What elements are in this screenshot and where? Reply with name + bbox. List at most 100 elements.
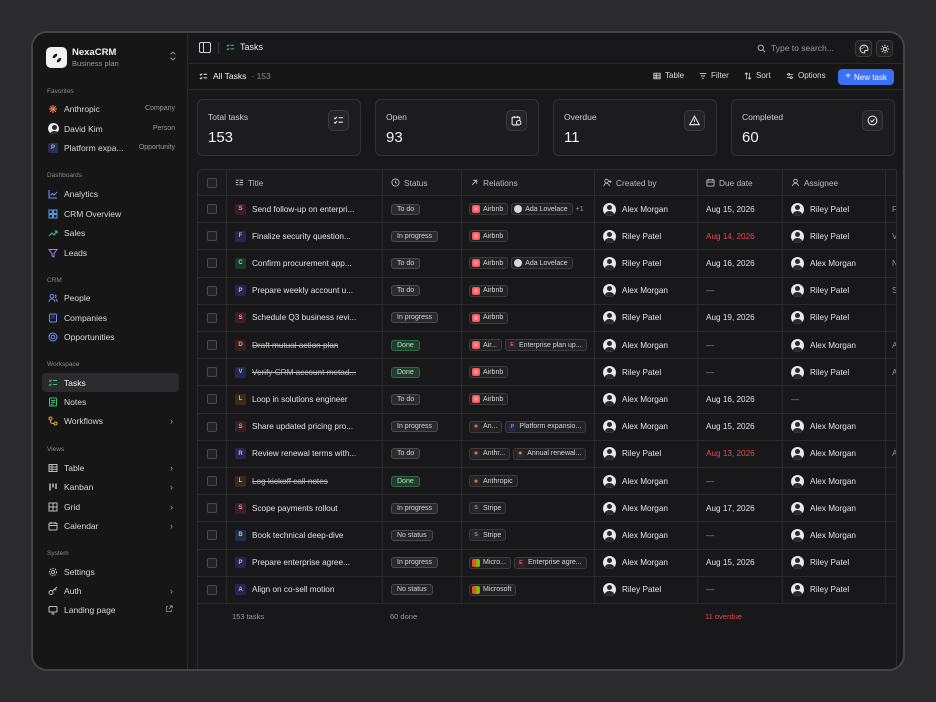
relations-cell[interactable]: ◎ Airbnb (462, 304, 595, 331)
due-date-cell[interactable]: Aug 15, 2026 (698, 196, 783, 223)
status-cell[interactable]: Done (383, 468, 462, 495)
column-status[interactable]: Status (383, 170, 462, 195)
due-date-cell[interactable]: — (698, 576, 783, 603)
title-cell[interactable]: S Schedule Q3 business revi... (227, 304, 383, 331)
extra-cell[interactable]: F (886, 196, 896, 222)
relation-chip[interactable]: ◎ Airbnb (469, 203, 509, 216)
row-checkbox[interactable] (198, 304, 227, 331)
extra-cell[interactable] (886, 550, 896, 576)
row-checkbox[interactable] (198, 576, 227, 603)
title-cell[interactable]: V Verify CRM account metad... (227, 359, 383, 386)
table-row[interactable]: C Confirm procurement app... To do ◎ Airbnb A… (198, 250, 896, 278)
extra-cell[interactable]: V (886, 223, 896, 249)
relation-chip[interactable]: Ada Lovelace (511, 257, 573, 270)
relation-chip[interactable]: Microsoft (469, 583, 517, 596)
table-row[interactable]: L Log kickoff call notes Done ● Anthropic Ale… (198, 468, 896, 496)
row-checkbox[interactable] (198, 196, 227, 223)
assignee-cell[interactable]: Riley Patel (783, 549, 886, 576)
due-date-cell[interactable]: Aug 19, 2026 (698, 304, 783, 331)
assignee-cell[interactable]: Alex Morgan (783, 468, 886, 495)
title-cell[interactable]: R Review renewal terms with... (227, 440, 383, 467)
relation-chip[interactable]: ◎ Airbnb (469, 393, 509, 406)
sidebar-item-analytics[interactable]: Analytics (42, 184, 179, 203)
table-row[interactable]: A Align on co-sell motion No status Microso… (198, 576, 896, 604)
relation-chip[interactable]: Micro... (469, 556, 511, 569)
title-cell[interactable]: L Loop in solutions engineer (227, 386, 383, 413)
relation-chip[interactable]: Ada Lovelace (511, 203, 573, 216)
extra-cell[interactable] (886, 305, 896, 331)
column-created-by[interactable]: Created by (595, 170, 698, 195)
assignee-cell[interactable]: — (783, 386, 886, 413)
relation-chip[interactable]: S Stripe (469, 502, 507, 515)
table-row[interactable]: B Book technical deep-dive No status S Strip… (198, 522, 896, 550)
extra-cell[interactable] (886, 522, 896, 548)
assignee-cell[interactable]: Riley Patel (783, 196, 886, 223)
title-cell[interactable]: S Send follow-up on enterpri... (227, 196, 383, 223)
created-by-cell[interactable]: Riley Patel (595, 223, 698, 250)
assignee-cell[interactable]: Alex Morgan (783, 332, 886, 359)
relations-cell[interactable]: ● Anthropic (462, 468, 595, 495)
status-cell[interactable]: In progress (383, 223, 462, 250)
column-assignee[interactable]: Assignee (783, 170, 886, 195)
extra-cell[interactable] (886, 495, 896, 521)
due-date-cell[interactable]: Aug 16, 2026 (698, 386, 783, 413)
relations-cell[interactable]: ◎ Air... E Enterprise plan up... (462, 332, 595, 359)
due-date-cell[interactable]: — (698, 277, 783, 304)
sidebar-item-people[interactable]: People (42, 288, 179, 307)
relation-more[interactable]: +1 (575, 205, 584, 213)
relation-chip[interactable]: S Stripe (469, 529, 507, 542)
row-checkbox[interactable] (198, 332, 227, 359)
row-checkbox[interactable] (198, 495, 227, 522)
column-relations[interactable]: Relations (462, 170, 595, 195)
created-by-cell[interactable]: Alex Morgan (595, 386, 698, 413)
relation-chip[interactable]: ● An... (469, 420, 503, 433)
status-cell[interactable]: In progress (383, 495, 462, 522)
assignee-cell[interactable]: Alex Morgan (783, 250, 886, 277)
status-cell[interactable]: Done (383, 359, 462, 386)
sidebar-item-auth[interactable]: Auth › (42, 581, 179, 600)
assignee-cell[interactable]: Riley Patel (783, 277, 886, 304)
created-by-cell[interactable]: Riley Patel (595, 359, 698, 386)
relation-chip[interactable]: ● Anthropic (469, 475, 518, 488)
relation-chip[interactable]: ◎ Airbnb (469, 366, 509, 379)
column-extra[interactable] (886, 170, 896, 195)
due-date-cell[interactable]: Aug 13, 2026 (698, 440, 783, 467)
status-cell[interactable]: To do (383, 277, 462, 304)
search-input[interactable]: Type to search... (757, 40, 842, 56)
sidebar-item-calendar[interactable]: Calendar › (42, 516, 179, 535)
sidebar-item-workflows[interactable]: Workflows › (42, 411, 179, 430)
extra-cell[interactable]: N (886, 250, 896, 276)
filter-button[interactable]: Filter (699, 71, 729, 80)
sidebar-item-opportunities[interactable]: Opportunities (42, 327, 179, 346)
relations-cell[interactable]: Microsoft (462, 576, 595, 603)
relation-chip[interactable]: ◎ Airbnb (469, 311, 509, 324)
table-row[interactable]: R Review renewal terms with... To do ● Anthr… (198, 440, 896, 468)
table-row[interactable]: D Draft mutual action plan Done ◎ Air... E Ent… (198, 332, 896, 360)
due-date-cell[interactable]: — (698, 332, 783, 359)
row-checkbox[interactable] (198, 359, 227, 386)
title-cell[interactable]: S Scope payments rollout (227, 495, 383, 522)
status-cell[interactable]: No status (383, 522, 462, 549)
title-cell[interactable]: L Log kickoff call notes (227, 468, 383, 495)
created-by-cell[interactable]: Alex Morgan (595, 196, 698, 223)
relations-cell[interactable]: ◎ Airbnb Ada Lovelace (462, 250, 595, 277)
relation-chip[interactable]: P Platform expansio... (505, 420, 587, 433)
sidebar-toggle-icon[interactable] (199, 42, 211, 53)
sort-button[interactable]: Sort (744, 71, 771, 80)
table-row[interactable]: S Send follow-up on enterpri... To do ◎ Airb… (198, 196, 896, 224)
column-due-date[interactable]: Due date (698, 170, 783, 195)
assignee-cell[interactable]: Alex Morgan (783, 440, 886, 467)
sidebar-item-sales[interactable]: Sales (42, 223, 179, 242)
title-cell[interactable]: F Finalize security question... (227, 223, 383, 250)
created-by-cell[interactable]: Alex Morgan (595, 332, 698, 359)
extra-cell[interactable] (886, 414, 896, 440)
status-cell[interactable]: No status (383, 576, 462, 603)
assignee-cell[interactable]: Alex Morgan (783, 413, 886, 440)
relation-chip[interactable]: ◎ Airbnb (469, 257, 509, 270)
relations-cell[interactable]: S Stripe (462, 522, 595, 549)
table-row[interactable]: V Verify CRM account metad... Done ◎ Airbnb R… (198, 359, 896, 387)
sidebar-item-settings[interactable]: Settings (42, 562, 179, 581)
sidebar-item-crm-overview[interactable]: CRM Overview (42, 204, 179, 223)
table-row[interactable]: P Prepare weekly account u... To do ◎ Airbnb… (198, 277, 896, 305)
status-cell[interactable]: In progress (383, 304, 462, 331)
